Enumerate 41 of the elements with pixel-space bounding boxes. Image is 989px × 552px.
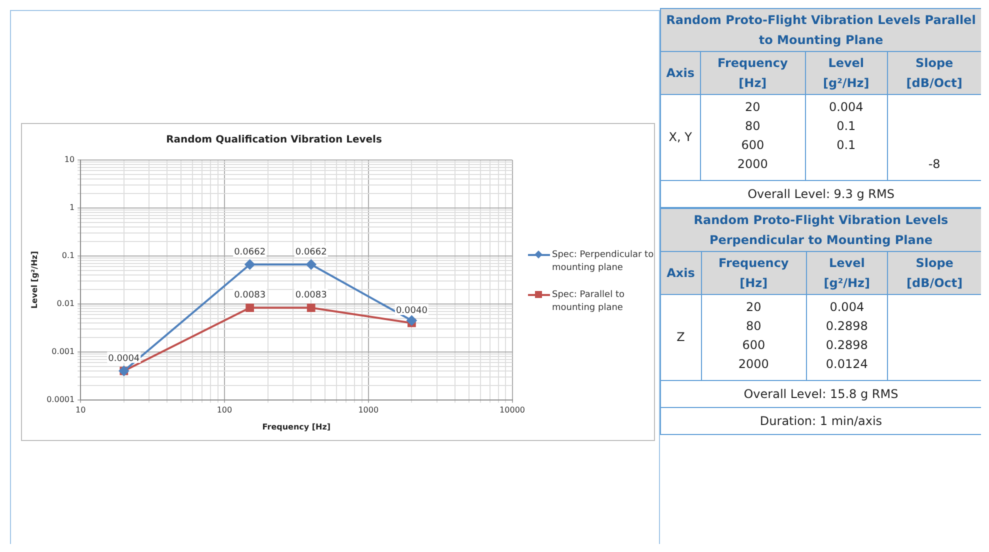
legend-label: Spec: Parallel to mounting plane — [552, 289, 626, 315]
data-label: 0.0083 — [295, 290, 327, 301]
x-tick-label: 10000 — [500, 406, 525, 415]
text: 0.004 0.2898 0.2898 0.0124 — [824, 299, 869, 373]
y-tick-label: 10 — [64, 155, 75, 164]
y-tick-label: 1 — [70, 203, 75, 212]
text: Random Proto-Flight Vibration Levels Perpendicular to Mounting Plane — [660, 208, 982, 252]
x-tick-label: 10 — [76, 406, 86, 415]
x-tick-label: 100 — [216, 406, 232, 415]
text: Random Proto-Flight Vibration Levels Parallel to Mounting Plane — [660, 8, 982, 52]
y-tick-label: 0.001 — [52, 346, 75, 356]
category-label: Level [g²/Hz] — [806, 252, 888, 294]
text: 20 80 600 2000 — [736, 99, 769, 173]
data-label: 0.0004 — [108, 354, 140, 364]
text: 20 80 600 2000 — [737, 299, 770, 373]
data-label: 0.0662 — [295, 247, 327, 258]
y-tick-label: 0.01 — [56, 298, 75, 308]
x-axis-title: Frequency [Hz] — [262, 422, 331, 432]
category-label: Level [g²/Hz] — [805, 52, 888, 94]
data-label: 0.0083 — [234, 290, 266, 301]
chart-title: Random Qualification Vibration Levels — [166, 134, 382, 146]
text: Overall Level: 9.3 g RMS — [660, 180, 982, 208]
text: -8 — [927, 156, 942, 173]
data-label: 0.0040 — [396, 306, 428, 316]
y-tick-label: 0.1 — [62, 251, 75, 260]
category-label: Slope [dB/Oct] — [887, 52, 982, 94]
text: Z — [676, 329, 686, 346]
y-axis-title: Level [g²/Hz] — [30, 251, 39, 309]
text: Overall Level: 15.8 g RMS — [660, 380, 982, 408]
category-label: Slope [dB/Oct] — [888, 252, 982, 294]
category-label: Frequency [Hz] — [700, 52, 806, 94]
x-tick-label: 1000 — [358, 406, 379, 415]
legend-label: Spec: Perpendicular to mounting plane — [552, 249, 654, 275]
category-label: Axis — [660, 252, 702, 294]
text: Duration: 1 min/axis — [660, 408, 982, 434]
category-label: Frequency [Hz] — [701, 252, 806, 294]
category-label: Axis — [660, 52, 700, 94]
text: 0.004 0.1 0.1 — [828, 99, 864, 154]
y-tick-label: 0.0001 — [46, 394, 75, 404]
data-label: 0.0662 — [234, 247, 266, 258]
text: X, Y — [668, 129, 693, 146]
